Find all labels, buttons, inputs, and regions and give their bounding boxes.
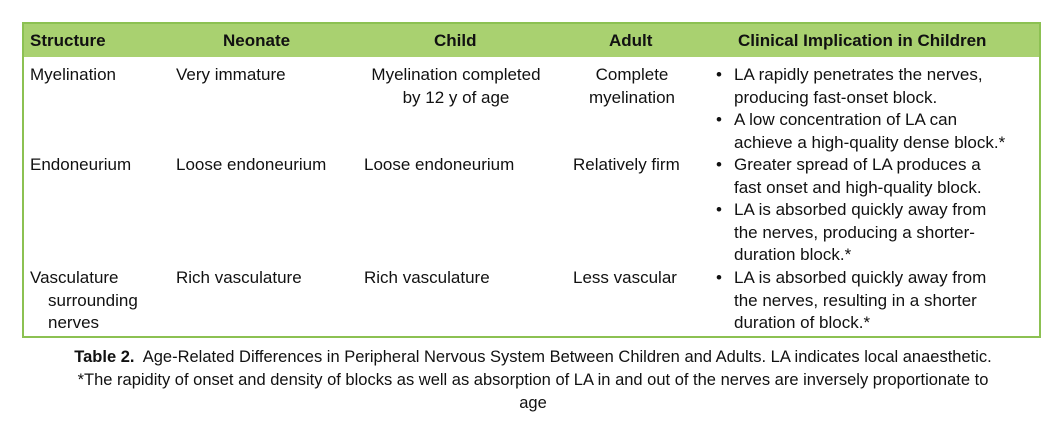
header-child: Child bbox=[434, 31, 477, 50]
cell-structure: Myelination bbox=[30, 65, 116, 84]
caption-footnote: *The rapidity of onset and density of bl… bbox=[77, 371, 989, 389]
cell-structure: Endoneurium bbox=[30, 155, 132, 174]
header-clinical-implication: Clinical Implication in Children bbox=[738, 31, 987, 50]
data-table: Structure Neonate Child Adult Clinical I… bbox=[22, 22, 1041, 338]
table-caption: Table 2. Age-Related Differences in Peri… bbox=[18, 346, 1048, 415]
cell-clinical-implication: LA rapidly penetrates the nerves, produc… bbox=[711, 64, 1005, 154]
header-structure: Structure bbox=[30, 31, 106, 50]
cell-adult: Complete myelination bbox=[589, 65, 675, 107]
cell-neonate: Very immature bbox=[176, 65, 286, 84]
list-item: A low concentration of LA can achieve a … bbox=[711, 109, 1005, 154]
cell-adult: Less vascular bbox=[573, 268, 677, 287]
cell-child: Rich vasculature bbox=[364, 268, 490, 287]
table-header-row: Structure Neonate Child Adult Clinical I… bbox=[24, 24, 1039, 57]
list-item: Greater spread of LA produces a fast ons… bbox=[711, 154, 986, 199]
caption-footnote-end: age bbox=[519, 394, 547, 412]
cell-child: Myelination completed by 12 y of age bbox=[371, 65, 541, 107]
cell-clinical-implication: Greater spread of LA produces a fast ons… bbox=[711, 154, 986, 267]
list-item: LA is absorbed quickly away from the ner… bbox=[711, 267, 986, 335]
cell-adult: Relatively firm bbox=[573, 155, 680, 174]
cell-structure: Vasculature surrounding nerves bbox=[30, 268, 138, 332]
cell-neonate: Rich vasculature bbox=[176, 268, 302, 287]
list-item: LA is absorbed quickly away from the ner… bbox=[711, 199, 986, 267]
list-item: LA rapidly penetrates the nerves, produc… bbox=[711, 64, 1005, 109]
cell-neonate: Loose endoneurium bbox=[176, 155, 327, 174]
caption-label: Table 2. bbox=[74, 348, 135, 366]
caption-text: Age-Related Differences in Peripheral Ne… bbox=[142, 348, 992, 366]
header-neonate: Neonate bbox=[223, 31, 291, 50]
cell-child: Loose endoneurium bbox=[364, 155, 515, 174]
header-adult: Adult bbox=[609, 31, 653, 50]
cell-clinical-implication: LA is absorbed quickly away from the ner… bbox=[711, 267, 986, 335]
